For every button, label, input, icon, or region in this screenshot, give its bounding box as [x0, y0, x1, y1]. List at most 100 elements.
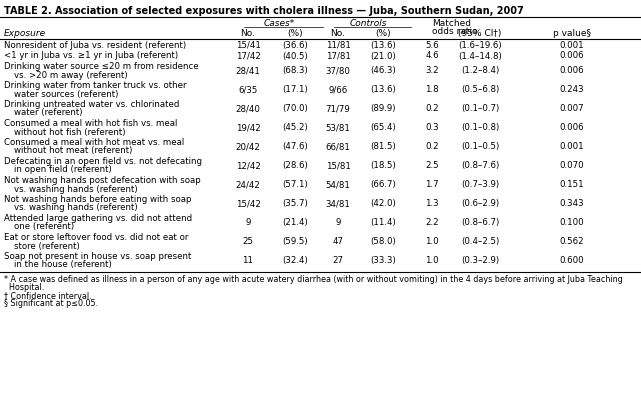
- Text: (33.3): (33.3): [370, 256, 396, 265]
- Text: 71/79: 71/79: [326, 104, 351, 113]
- Text: 9/66: 9/66: [328, 85, 347, 94]
- Text: 11/81: 11/81: [326, 41, 351, 50]
- Text: 37/80: 37/80: [326, 66, 351, 75]
- Text: 0.006: 0.006: [560, 123, 585, 132]
- Text: † Confidence interval.: † Confidence interval.: [4, 291, 92, 300]
- Text: 1.0: 1.0: [425, 237, 439, 246]
- Text: (65.4): (65.4): [370, 123, 396, 132]
- Text: (1.6–19.6): (1.6–19.6): [458, 41, 502, 50]
- Text: (1.4–14.8): (1.4–14.8): [458, 52, 502, 60]
- Text: (0.1–0.5): (0.1–0.5): [461, 142, 499, 151]
- Text: (0.1–0.8): (0.1–0.8): [461, 123, 499, 132]
- Text: 6/35: 6/35: [238, 85, 258, 94]
- Text: (0.6–2.9): (0.6–2.9): [461, 199, 499, 208]
- Text: 4.6: 4.6: [425, 52, 439, 60]
- Text: 1.3: 1.3: [425, 199, 439, 208]
- Text: 28/41: 28/41: [235, 66, 260, 75]
- Text: (47.6): (47.6): [282, 142, 308, 151]
- Text: in open field (referent): in open field (referent): [14, 166, 112, 175]
- Text: (11.4): (11.4): [370, 218, 396, 227]
- Text: (13.6): (13.6): [370, 85, 396, 94]
- Text: (68.3): (68.3): [282, 66, 308, 75]
- Text: water sources (referent): water sources (referent): [14, 89, 119, 98]
- Text: (32.4): (32.4): [282, 256, 308, 265]
- Text: one (referent): one (referent): [14, 222, 74, 231]
- Text: Not washing hands post defecation with soap: Not washing hands post defecation with s…: [4, 176, 201, 185]
- Text: 15/41: 15/41: [235, 41, 260, 50]
- Text: (%): (%): [375, 29, 391, 38]
- Text: (1.2–8.4): (1.2–8.4): [461, 66, 499, 75]
- Text: Soap not present in house vs. soap present: Soap not present in house vs. soap prese…: [4, 252, 192, 261]
- Text: 0.006: 0.006: [560, 52, 585, 60]
- Text: Consumed a meal with hot meat vs. meal: Consumed a meal with hot meat vs. meal: [4, 138, 184, 147]
- Text: vs. washing hands (referent): vs. washing hands (referent): [14, 204, 138, 212]
- Text: (81.5): (81.5): [370, 142, 396, 151]
- Text: 0.243: 0.243: [560, 85, 585, 94]
- Text: <1 yr in Juba vs. ≥1 yr in Juba (referent): <1 yr in Juba vs. ≥1 yr in Juba (referen…: [4, 52, 178, 60]
- Text: 0.001: 0.001: [560, 142, 585, 151]
- Text: Not washing hands before eating with soap: Not washing hands before eating with soa…: [4, 195, 192, 204]
- Text: (95% CI†): (95% CI†): [458, 29, 502, 38]
- Text: (21.0): (21.0): [370, 52, 396, 60]
- Text: Drinking water from tanker truck vs. other: Drinking water from tanker truck vs. oth…: [4, 81, 187, 90]
- Text: 0.600: 0.600: [560, 256, 585, 265]
- Text: Drinking water source ≤20 m from residence: Drinking water source ≤20 m from residen…: [4, 62, 199, 71]
- Text: 0.151: 0.151: [560, 180, 585, 189]
- Text: (17.1): (17.1): [282, 85, 308, 94]
- Text: (45.2): (45.2): [282, 123, 308, 132]
- Text: Controls: Controls: [350, 19, 387, 28]
- Text: Attended large gathering vs. did not attend: Attended large gathering vs. did not att…: [4, 214, 192, 223]
- Text: 0.2: 0.2: [425, 104, 439, 113]
- Text: § Significant at p≤0.05.: § Significant at p≤0.05.: [4, 299, 98, 308]
- Text: (28.6): (28.6): [282, 161, 308, 170]
- Text: Drinking untreated water vs. chlorinated: Drinking untreated water vs. chlorinated: [4, 100, 179, 109]
- Text: 0.001: 0.001: [560, 41, 585, 50]
- Text: (0.8–6.7): (0.8–6.7): [461, 218, 499, 227]
- Text: 66/81: 66/81: [326, 142, 351, 151]
- Text: 1.0: 1.0: [425, 256, 439, 265]
- Text: 11: 11: [242, 256, 253, 265]
- Text: 0.007: 0.007: [560, 104, 585, 113]
- Text: (0.8–7.6): (0.8–7.6): [461, 161, 499, 170]
- Text: p value§: p value§: [553, 29, 591, 38]
- Text: 19/42: 19/42: [236, 123, 260, 132]
- Text: (%): (%): [287, 29, 303, 38]
- Text: 0.2: 0.2: [425, 142, 439, 151]
- Text: 24/42: 24/42: [235, 180, 260, 189]
- Text: 2.5: 2.5: [425, 161, 439, 170]
- Text: * A case was defined as illness in a person of any age with acute watery diarrhe: * A case was defined as illness in a per…: [4, 275, 623, 284]
- Text: 0.100: 0.100: [560, 218, 585, 227]
- Text: Nonresident of Juba vs. resident (referent): Nonresident of Juba vs. resident (refere…: [4, 41, 186, 50]
- Text: vs. >20 m away (referent): vs. >20 m away (referent): [14, 71, 128, 79]
- Text: 0.343: 0.343: [560, 199, 585, 208]
- Text: 5.6: 5.6: [425, 41, 439, 50]
- Text: 27: 27: [333, 256, 344, 265]
- Text: 3.2: 3.2: [425, 66, 439, 75]
- Text: (59.5): (59.5): [282, 237, 308, 246]
- Text: 0.006: 0.006: [560, 66, 585, 75]
- Text: without hot fish (referent): without hot fish (referent): [14, 127, 126, 137]
- Text: 25: 25: [242, 237, 253, 246]
- Text: 0.070: 0.070: [560, 161, 585, 170]
- Text: in the house (referent): in the house (referent): [14, 260, 112, 270]
- Text: 20/42: 20/42: [235, 142, 260, 151]
- Text: TABLE 2. Association of selected exposures with cholera illness — Juba, Southern: TABLE 2. Association of selected exposur…: [4, 6, 524, 16]
- Text: 54/81: 54/81: [326, 180, 351, 189]
- Text: 12/42: 12/42: [235, 161, 260, 170]
- Text: 34/81: 34/81: [326, 199, 351, 208]
- Text: (36.6): (36.6): [282, 41, 308, 50]
- Text: 17/42: 17/42: [235, 52, 260, 60]
- Text: Cases*: Cases*: [264, 19, 295, 28]
- Text: 15/81: 15/81: [326, 161, 351, 170]
- Text: Defecating in an open field vs. not defecating: Defecating in an open field vs. not defe…: [4, 157, 202, 166]
- Text: 15/42: 15/42: [235, 199, 260, 208]
- Text: (42.0): (42.0): [370, 199, 396, 208]
- Text: 1.7: 1.7: [425, 180, 439, 189]
- Text: 2.2: 2.2: [425, 218, 439, 227]
- Text: Hospital.: Hospital.: [4, 283, 44, 292]
- Text: 47: 47: [333, 237, 344, 246]
- Text: (58.0): (58.0): [370, 237, 396, 246]
- Text: (0.3–2.9): (0.3–2.9): [461, 256, 499, 265]
- Text: (21.4): (21.4): [282, 218, 308, 227]
- Text: (66.7): (66.7): [370, 180, 396, 189]
